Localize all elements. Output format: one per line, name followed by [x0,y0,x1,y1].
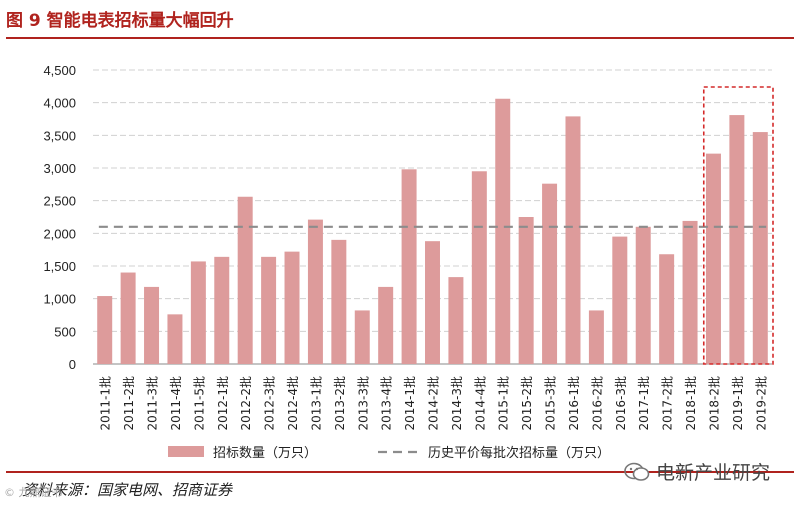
y-tick-label: 2,000 [43,226,76,241]
bar [612,236,628,364]
x-tick-label: 2011-1批 [98,376,113,431]
bar [425,241,440,364]
x-tick-label: 2019-1批 [730,376,745,431]
x-tick-label: 2013-4批 [379,376,394,431]
bar [471,171,487,364]
bar [120,272,136,364]
bar [588,310,604,364]
bar [495,98,511,364]
bar [354,310,370,364]
x-tick-label: 2015-1批 [496,376,511,431]
y-tick-label: 4,000 [43,96,76,111]
legend-bar-swatch [168,446,204,457]
x-tick-label: 2011-4批 [168,376,183,431]
x-tick-label: 2014-3批 [449,376,464,431]
bar [401,169,417,364]
x-tick-label: 2012-4批 [285,376,300,431]
bar [752,132,768,364]
y-tick-label: 4,500 [43,63,76,78]
watermark-right: 电新产业研究 [624,458,770,485]
x-tick-label: 2011-5批 [191,376,206,431]
watermark-right-text: 电新产业研究 [656,462,771,484]
y-tick-label: 1,000 [43,292,76,307]
x-tick-label: 2012-2批 [238,376,253,431]
x-tick-label: 2013-1批 [308,376,323,431]
x-tick-label: 2018-2批 [706,376,721,431]
highlight-box [702,86,774,365]
bar [190,261,206,364]
y-tick-label: 3,000 [43,161,76,176]
x-tick-label: 2013-2批 [332,376,347,431]
x-tick-label: 2014-2批 [426,376,441,431]
bar [144,286,160,364]
bar [331,239,347,364]
y-tick-label: 1,500 [43,259,76,274]
x-tick-label: 2018-1批 [683,376,698,431]
y-tick-label: 2,500 [43,194,76,209]
figure-title: 图 9 智能电表招标量大幅回升 [6,11,234,31]
bar [378,286,394,364]
y-tick-label: 500 [54,324,76,339]
bar [565,116,581,365]
x-tick-label: 2011-3批 [145,376,160,431]
bottom-rule [6,471,794,473]
x-tick-label: 2016-1批 [566,376,581,431]
x-tick-label: 2015-3批 [543,376,558,431]
bar [97,296,113,364]
x-tick-label: 2017-1批 [636,376,651,431]
bar [518,217,534,364]
bar [214,256,230,364]
bar [635,226,651,364]
x-tick-label: 2014-4批 [472,376,487,431]
x-tick-label: 2019-2批 [753,376,768,431]
x-tick-label: 2011-2批 [121,376,136,431]
wechat-icon [624,462,650,482]
bar [167,314,183,364]
bar [307,219,323,364]
bar [542,183,558,364]
x-tick-label: 2016-2批 [589,376,604,431]
source-note: 资料来源：国家电网、招商证券 [22,481,233,499]
y-tick-label: 0 [69,357,76,372]
legend-bar-label: 招标数量（万只） [213,446,317,461]
bar [237,196,253,364]
legend-line-label: 历史平价每批次招标量（万只） [428,445,610,461]
bar [659,254,675,364]
bar [682,220,698,364]
bar [705,153,721,364]
x-tick-label: 2012-1批 [215,376,230,431]
x-tick-label: 2015-2批 [519,376,534,431]
x-tick-label: 2012-3批 [262,376,277,431]
watermark-left: © 九鼎证书 [4,486,63,499]
title-rule [6,37,794,39]
y-tick-label: 3,500 [43,128,76,143]
x-tick-label: 2013-3批 [355,376,370,431]
x-tick-label: 2016-3批 [613,376,628,431]
bar [729,115,745,364]
bar [448,277,464,364]
bar [284,251,300,364]
x-tick-label: 2014-1批 [402,376,417,431]
bar [261,256,277,364]
x-tick-label: 2017-2批 [660,376,675,431]
